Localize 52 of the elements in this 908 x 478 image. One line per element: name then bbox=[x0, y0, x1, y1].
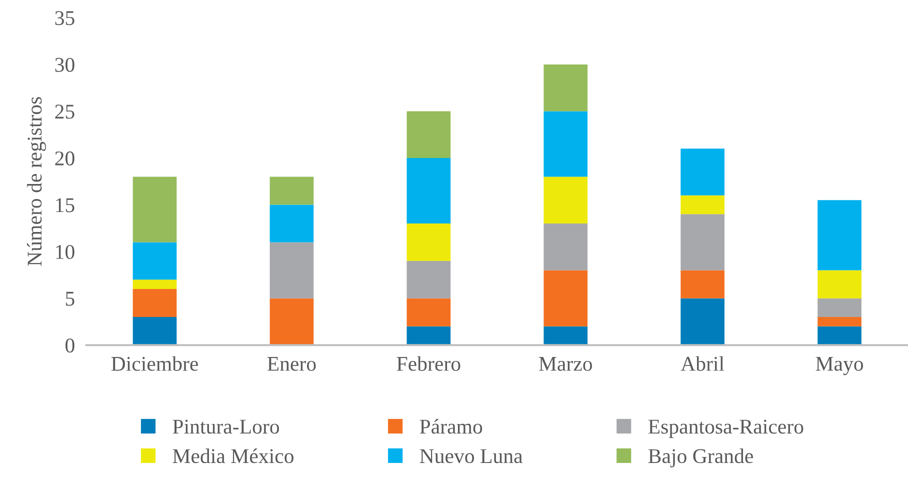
y-tick-label: 30 bbox=[55, 58, 74, 72]
bar bbox=[132, 176, 177, 242]
x-tick-label: Diciembre bbox=[111, 356, 198, 371]
bar bbox=[680, 214, 724, 270]
y-tick-label: 20 bbox=[55, 151, 74, 166]
bar bbox=[818, 298, 862, 318]
bar bbox=[406, 111, 451, 158]
bar bbox=[818, 317, 862, 326]
bar bbox=[544, 176, 588, 224]
bar bbox=[544, 64, 588, 112]
bar bbox=[270, 176, 314, 205]
y-tick-label: 35 bbox=[55, 11, 74, 26]
bar bbox=[132, 317, 177, 346]
y-tick-label: 15 bbox=[56, 198, 74, 212]
bar bbox=[406, 158, 451, 224]
bar bbox=[680, 298, 724, 346]
legend-label: Bajo Grande bbox=[648, 448, 753, 468]
bar bbox=[680, 270, 724, 298]
bar bbox=[544, 224, 588, 270]
bar bbox=[680, 148, 724, 196]
bar bbox=[544, 111, 588, 177]
bar bbox=[270, 204, 314, 242]
bar bbox=[406, 298, 451, 326]
bar bbox=[544, 270, 588, 326]
x-tick-label: Mayo bbox=[816, 356, 864, 376]
bar bbox=[270, 242, 314, 298]
legend-label: Nuevo Luna bbox=[420, 449, 523, 464]
bar bbox=[406, 260, 451, 298]
y-tick-label: 10 bbox=[56, 244, 74, 259]
x-tick-label: Enero bbox=[267, 357, 316, 371]
y-tick-label: 5 bbox=[66, 292, 74, 306]
x-tick-label: Febrero bbox=[396, 356, 460, 371]
y-axis-title: Número de registros bbox=[27, 97, 46, 266]
x-tick-label: Abril bbox=[680, 356, 724, 371]
bar bbox=[544, 326, 588, 346]
legend-label: Media México bbox=[172, 448, 294, 464]
x-tick-label: Marzo bbox=[539, 357, 592, 371]
bar bbox=[818, 326, 862, 346]
bar bbox=[406, 326, 451, 346]
bar bbox=[818, 270, 862, 298]
bar bbox=[818, 200, 862, 270]
y-tick-label: 0 bbox=[66, 338, 74, 353]
bar bbox=[132, 280, 177, 289]
legend-label: Espantosa-Raicero bbox=[648, 420, 804, 438]
legend-label: Pintura-Loro bbox=[172, 420, 280, 434]
bar bbox=[406, 224, 451, 261]
bar bbox=[270, 298, 314, 346]
y-tick-label: 25 bbox=[55, 104, 74, 119]
bar bbox=[132, 242, 177, 280]
legend-label: Páramo bbox=[420, 419, 482, 434]
bar bbox=[680, 195, 724, 214]
bar bbox=[132, 288, 177, 318]
